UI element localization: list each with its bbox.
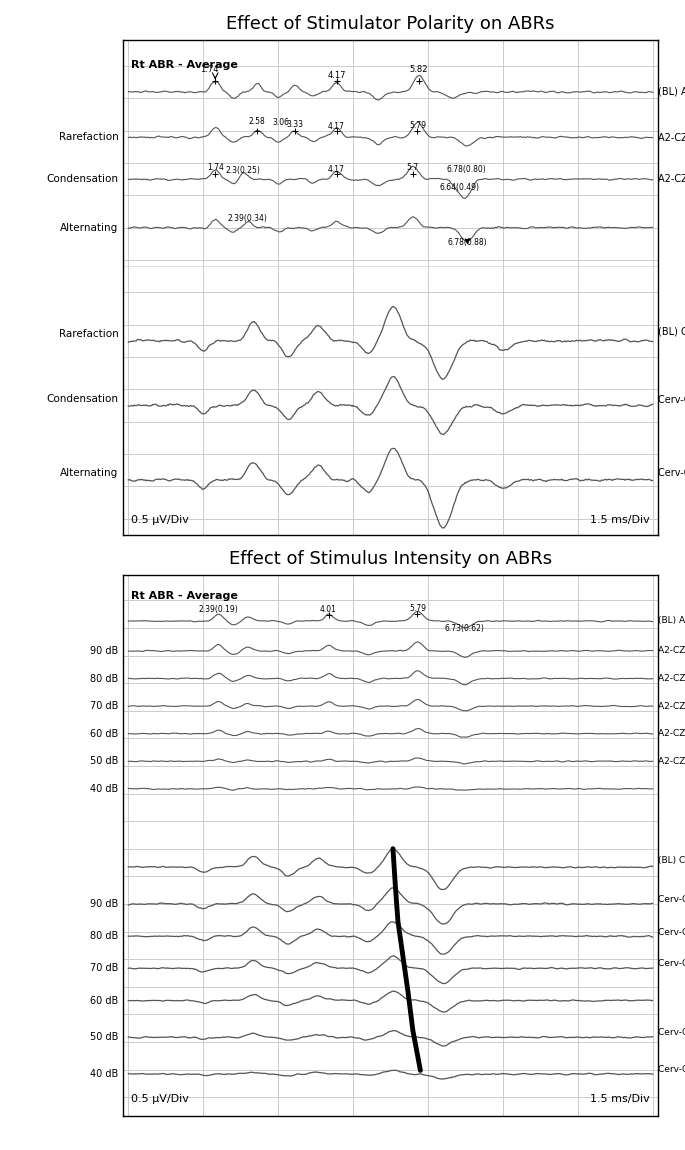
Text: Cerv-CZ - (Avg): Cerv-CZ - (Avg) [658,468,685,478]
Text: A2-CZ - (Avg): A2-CZ - (Avg) [658,757,685,766]
Text: 80 dB: 80 dB [90,674,119,683]
Text: A2-CZ - (17): A2-CZ - (17) [658,132,685,143]
Text: Rt ABR - Average: Rt ABR - Average [131,591,238,601]
Text: 40 dB: 40 dB [90,784,119,794]
Text: 2.39(0.34): 2.39(0.34) [227,214,268,223]
Text: 5.82: 5.82 [410,64,428,74]
Text: 6.73(0.62): 6.73(0.62) [445,623,484,633]
Text: 40 dB: 40 dB [90,1070,119,1079]
Text: 50 dB: 50 dB [90,757,119,766]
Text: Cerv-CZ - (12): Cerv-CZ - (12) [658,928,685,937]
Text: Rarefaction: Rarefaction [58,329,119,339]
Text: 5.7: 5.7 [407,163,419,172]
Text: Rt ABR - Average: Rt ABR - Average [131,60,238,70]
Text: 4.01: 4.01 [320,605,337,614]
Title: Effect of Stimulus Intensity on ABRs: Effect of Stimulus Intensity on ABRs [229,550,552,568]
Text: 6.78(0.88): 6.78(0.88) [447,238,486,246]
Text: 70 dB: 70 dB [90,964,119,973]
Text: 3.33: 3.33 [286,120,303,129]
Text: 60 dB: 60 dB [90,729,119,738]
Text: 4.17: 4.17 [328,122,345,131]
Text: 2.58: 2.58 [249,116,266,125]
Title: Effect of Stimulator Polarity on ABRs: Effect of Stimulator Polarity on ABRs [226,15,555,33]
Text: 90 dB: 90 dB [90,646,119,656]
Text: A2-CZ - (Avg): A2-CZ - (Avg) [658,175,685,184]
Text: 5.79: 5.79 [409,121,426,130]
Text: 70 dB: 70 dB [90,702,119,711]
Text: Cerv-CZ - (11): Cerv-CZ - (11) [658,895,685,904]
Text: 4.17: 4.17 [328,166,345,174]
Text: Cerv-CZ - (13): Cerv-CZ - (13) [658,959,685,968]
Text: 90 dB: 90 dB [90,899,119,909]
Text: Condensation: Condensation [47,175,119,184]
Text: 3.06: 3.06 [273,118,290,126]
Text: A2-CZ - (14): A2-CZ - (14) [658,729,685,738]
Text: 1.74: 1.74 [200,64,219,74]
Text: Alternating: Alternating [60,223,119,232]
Text: Cerv-CZ - (14): Cerv-CZ - (14) [658,1028,685,1037]
Text: A2-CZ - (11): A2-CZ - (11) [658,646,685,656]
Text: Cerv-CZ - (17): Cerv-CZ - (17) [658,394,685,404]
Text: (BL) A2-CZ - (10): (BL) A2-CZ - (10) [658,616,685,626]
Text: 1.74: 1.74 [207,163,223,172]
Text: 6.64(0.49): 6.64(0.49) [440,183,480,192]
Text: 6.78(0.80): 6.78(0.80) [447,166,487,174]
Text: (BL) Cerv-CZ - (16): (BL) Cerv-CZ - (16) [658,327,685,336]
Text: (BL) Cerv-CZ - (10): (BL) Cerv-CZ - (10) [658,856,685,865]
Text: Alternating: Alternating [60,468,119,478]
Text: 0.5 μV/Div: 0.5 μV/Div [131,1094,188,1104]
Text: (BL) A2-CZ - (16): (BL) A2-CZ - (16) [658,87,685,97]
Text: 0.5 μV/Div: 0.5 μV/Div [131,515,188,526]
Text: 1.5 ms/Div: 1.5 ms/Div [590,1094,650,1104]
Text: A2-CZ - (12): A2-CZ - (12) [658,674,685,683]
Text: 50 dB: 50 dB [90,1033,119,1042]
Text: 80 dB: 80 dB [90,932,119,941]
Text: 2.39(0.19): 2.39(0.19) [198,605,238,614]
Text: 4.17: 4.17 [327,71,346,80]
Text: Rarefaction: Rarefaction [58,132,119,143]
Text: Condensation: Condensation [47,394,119,404]
Text: 2.3(0.25): 2.3(0.25) [225,167,260,176]
Text: A2-CZ - (13): A2-CZ - (13) [658,702,685,711]
Text: Cerv-CZ - (Avg): Cerv-CZ - (Avg) [658,1065,685,1074]
Text: 60 dB: 60 dB [90,996,119,1005]
Text: 1.5 ms/Div: 1.5 ms/Div [590,515,650,526]
Text: 5.79: 5.79 [409,605,426,613]
